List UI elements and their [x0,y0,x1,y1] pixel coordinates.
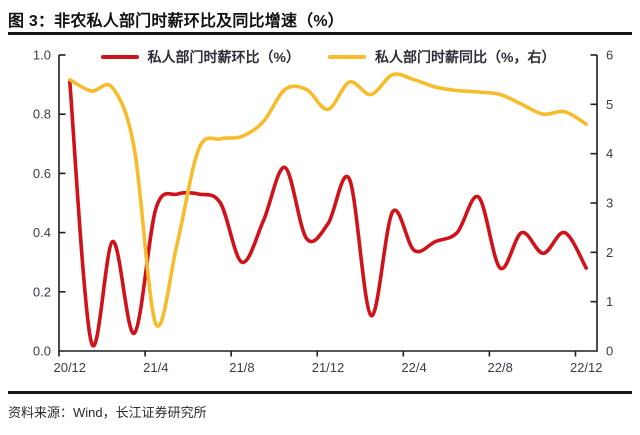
yoy-line [68,72,588,328]
source-divider [8,391,632,394]
left-axis-tick-label: 0.2 [33,284,51,299]
x-axis-tick-label: 22/8 [488,360,513,375]
right-axis-tick-label: 0 [606,344,613,359]
yoy-line-swatch-icon [328,54,366,60]
x-axis-tick-label: 20/12 [53,360,86,375]
mom-line-swatch-icon [100,54,139,60]
left-axis-tick-label: 0.6 [33,166,51,181]
x-axis-tick-label: 21/8 [229,360,254,375]
right-axis-tick-label: 3 [606,196,613,211]
right-axis-tick-label: 5 [606,97,613,112]
x-axis-tick-label: 22/4 [401,360,426,375]
x-axis-tick-label: 21/12 [312,360,345,375]
title-divider [8,32,632,35]
right-axis-tick-label: 6 [606,48,613,63]
left-axis-tick-label: 0.8 [33,107,51,122]
right-axis-tick-label: 2 [606,245,613,260]
mom-line [68,79,588,348]
x-axis-tick-label: 22/12 [570,360,603,375]
right-axis-tick-label: 1 [606,294,613,309]
legend-label-mom: 私人部门时薪环比（%） [147,49,300,65]
legend-label-yoy: 私人部门时薪同比（%，右） [375,49,556,65]
left-axis-tick-label: 0.4 [33,225,51,240]
legend-item-mom: 私人部门时薪环比（%） [100,47,300,67]
chart-legend: 私人部门时薪环比（%） 私人部门时薪同比（%，右） [59,47,597,67]
legend-item-yoy: 私人部门时薪同比（%，右） [328,47,555,67]
x-axis-tick-label: 21/4 [143,360,168,375]
right-axis-tick-label: 4 [606,146,613,161]
left-axis-tick-label: 0.0 [33,344,51,359]
figure-title: 图 3：非农私人部门时薪环比及同比增速（%） [8,13,344,30]
left-axis-tick-label: 1.0 [33,48,51,63]
source-note: 资料来源：Wind，长江证券研究所 [8,405,207,420]
